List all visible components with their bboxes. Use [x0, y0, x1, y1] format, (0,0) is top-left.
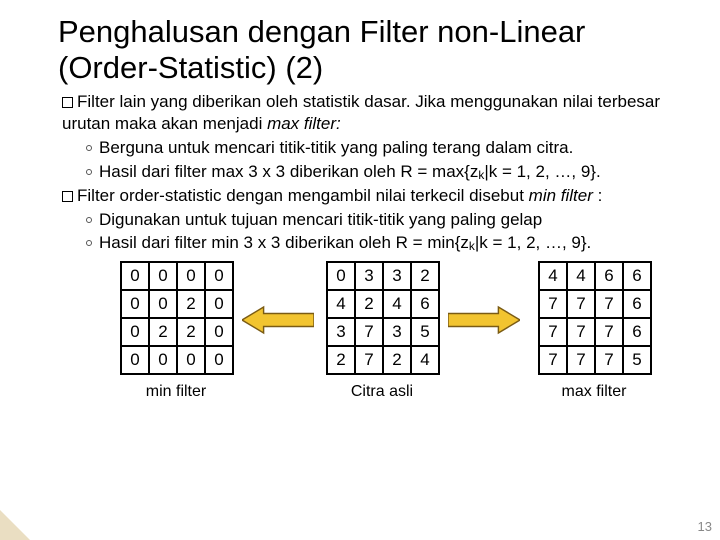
table-cell: 5 — [623, 346, 651, 374]
table-cell: 7 — [539, 290, 567, 318]
table-cell: 0 — [149, 346, 177, 374]
table-cell: 7 — [355, 346, 383, 374]
table-cell: 6 — [623, 318, 651, 346]
table-cell: 3 — [383, 262, 411, 290]
table-cell: 3 — [383, 318, 411, 346]
caption-min: min filter — [120, 383, 232, 401]
table-cell: 3 — [327, 318, 355, 346]
table-cell: 0 — [121, 318, 149, 346]
para-2: Filter order-statistic dengan mengambil … — [62, 185, 672, 207]
arrow-right-icon — [448, 303, 520, 337]
table-cell: 0 — [205, 262, 233, 290]
table-cell: 4 — [411, 346, 439, 374]
sub-3: Digunakan untuk tujuan mencari titik-tit… — [86, 209, 672, 231]
table-cell: 2 — [411, 262, 439, 290]
table-cell: 7 — [567, 290, 595, 318]
table-max: 4466777677767775 — [538, 261, 652, 375]
table-cell: 0 — [149, 290, 177, 318]
table-cell: 4 — [567, 262, 595, 290]
table-cell: 0 — [327, 262, 355, 290]
arrow-left-icon — [242, 303, 314, 337]
page-number: 13 — [698, 519, 712, 534]
table-cell: 4 — [327, 290, 355, 318]
circle-icon — [86, 240, 92, 246]
circle-icon — [86, 217, 92, 223]
table-cell: 7 — [539, 346, 567, 374]
table-cell: 0 — [177, 346, 205, 374]
table-cell: 0 — [205, 290, 233, 318]
sub-4: Hasil dari filter min 3 x 3 diberikan ol… — [86, 232, 672, 254]
table-citra: 0332424637352724 — [326, 261, 440, 375]
table-cell: 7 — [595, 290, 623, 318]
table-cell: 0 — [149, 262, 177, 290]
table-cell: 3 — [355, 262, 383, 290]
slide-title: Penghalusan dengan Filter non-Linear (Or… — [58, 14, 672, 85]
table-cell: 2 — [355, 290, 383, 318]
table-min: 0000002002200000 — [120, 261, 234, 375]
corner-decoration — [0, 510, 30, 540]
caption-citra: Citra asli — [326, 383, 438, 401]
table-cell: 2 — [327, 346, 355, 374]
sub-1: Berguna untuk mencari titik-titik yang p… — [86, 137, 672, 159]
table-cell: 7 — [595, 346, 623, 374]
caption-max: max filter — [538, 383, 650, 401]
table-cell: 7 — [355, 318, 383, 346]
circle-icon — [86, 145, 92, 151]
table-cell: 7 — [567, 346, 595, 374]
table-cell: 0 — [177, 262, 205, 290]
sub-2: Hasil dari filter max 3 x 3 diberikan ol… — [86, 161, 672, 183]
table-cell: 6 — [623, 290, 651, 318]
checkbox-icon — [62, 97, 73, 108]
table-cell: 4 — [383, 290, 411, 318]
table-cell: 5 — [411, 318, 439, 346]
body-text: Filter lain yang diberikan oleh statisti… — [58, 91, 672, 254]
table-cell: 6 — [623, 262, 651, 290]
circle-icon — [86, 169, 92, 175]
table-cell: 7 — [567, 318, 595, 346]
diagram: 0000002002200000 0332424637352724 446677… — [58, 261, 672, 441]
table-cell: 0 — [121, 262, 149, 290]
table-cell: 2 — [177, 290, 205, 318]
table-cell: 6 — [411, 290, 439, 318]
table-cell: 2 — [383, 346, 411, 374]
para-1: Filter lain yang diberikan oleh statisti… — [62, 91, 672, 135]
table-cell: 2 — [149, 318, 177, 346]
checkbox-icon — [62, 191, 73, 202]
table-cell: 0 — [121, 346, 149, 374]
table-cell: 4 — [539, 262, 567, 290]
table-cell: 0 — [121, 290, 149, 318]
table-cell: 0 — [205, 318, 233, 346]
table-cell: 7 — [595, 318, 623, 346]
table-cell: 7 — [539, 318, 567, 346]
table-cell: 0 — [205, 346, 233, 374]
table-cell: 6 — [595, 262, 623, 290]
table-cell: 2 — [177, 318, 205, 346]
